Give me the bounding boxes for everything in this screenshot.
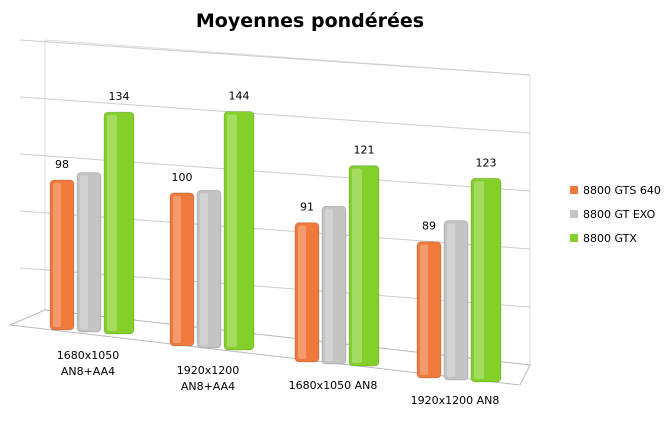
bar-shine [200,193,208,345]
data-label: 91 [300,201,314,214]
bar-shine [325,209,333,361]
bar-body [196,189,222,349]
bar-body [103,111,135,335]
data-label: 144 [229,90,250,103]
data-label: 123 [476,156,497,169]
bar-shine [298,225,306,359]
bar [321,205,347,365]
chart-title: Moyennes pondérées [196,10,424,32]
bar [76,172,102,333]
bar [348,165,380,367]
bar-body [470,177,502,383]
bar [196,189,222,349]
legend-swatch [570,234,578,242]
bar-body [76,172,102,333]
bar [223,111,255,351]
data-label: 89 [422,220,436,233]
bar-shine [107,115,117,331]
legend-label: 8800 GTS 640 [583,184,661,197]
bar-body [49,179,75,331]
data-label: 100 [172,171,193,184]
data-label: 134 [109,90,130,103]
data-label: 121 [354,144,375,157]
x-tick-label: 1920x1200 AN8+AA4 [176,364,240,393]
bar-shine [447,223,455,377]
legend-label: 8800 GT EXO [583,208,656,221]
bar-body [416,241,442,379]
bar-body [443,220,469,381]
legend-swatch [570,210,578,218]
bar [294,222,320,363]
x-tick-label: 1680x1050 AN8 [288,379,378,392]
bar-body [321,205,347,365]
grid-line [19,39,531,76]
x-tick-label: 1680x1050 AN8+AA4 [56,349,120,378]
bar-shine [53,182,61,327]
plot-floor [8,309,531,386]
bar-shine [474,181,484,379]
bar-shine [227,114,237,347]
bar [443,220,469,381]
bar-body [223,111,255,351]
bar-body [169,192,195,347]
bar-body [294,222,320,363]
legend-swatch [570,186,578,194]
bar-shine [420,244,428,375]
bar-body [348,165,380,367]
bar [103,111,135,335]
data-label: 98 [55,158,69,171]
bar [470,177,502,383]
x-tick-label: 1920x1200 AN8 [410,394,500,407]
bar-shine [352,168,362,363]
bar [416,241,442,379]
bar-shine [80,175,88,329]
legend-label: 8800 GTX [583,232,637,245]
bar-shine [173,195,181,343]
grid-line [19,96,531,134]
bar [49,179,75,331]
bar [169,192,195,347]
